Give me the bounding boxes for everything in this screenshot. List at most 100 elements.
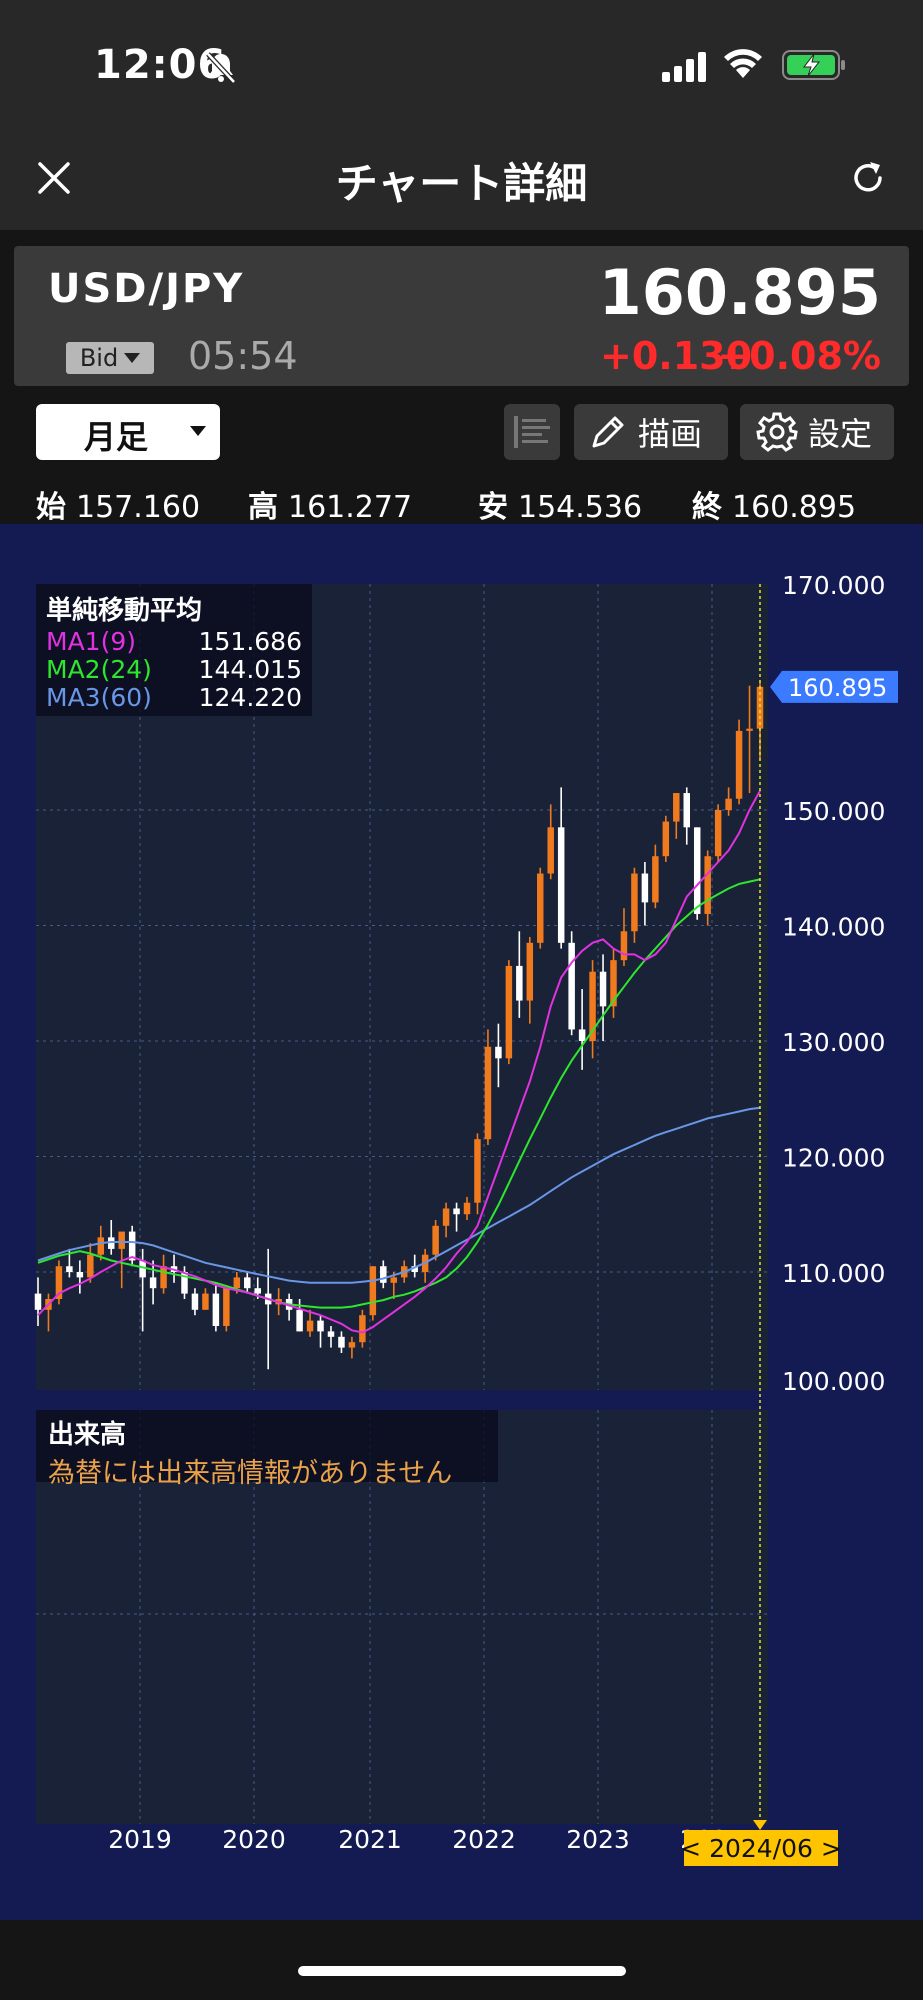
close-icon[interactable] bbox=[34, 158, 74, 198]
settings-button[interactable]: 設定 bbox=[740, 404, 894, 460]
list-icon bbox=[514, 416, 550, 448]
candle-body bbox=[620, 931, 628, 961]
candle-body bbox=[463, 1202, 471, 1215]
candle-body bbox=[725, 798, 732, 810]
y-tick-label: 110.000 bbox=[782, 1259, 885, 1288]
ma3-name: MA3(60) bbox=[46, 683, 152, 712]
refresh-icon[interactable] bbox=[846, 156, 890, 200]
candle-body bbox=[87, 1254, 94, 1278]
indicator-list-button[interactable] bbox=[504, 404, 560, 460]
candle-body bbox=[348, 1342, 356, 1348]
bell-muted-icon bbox=[206, 52, 236, 84]
candle-body bbox=[432, 1225, 439, 1255]
price-change: +0.130 bbox=[600, 334, 753, 378]
candle-body bbox=[453, 1208, 460, 1215]
candle-body bbox=[610, 960, 617, 1007]
candle-body bbox=[547, 827, 554, 874]
caret-down-icon bbox=[124, 353, 141, 363]
status-bar: 12:06 bbox=[0, 0, 923, 130]
y-tick-label: 150.000 bbox=[782, 797, 885, 826]
candle-body bbox=[505, 965, 513, 1059]
candle-body bbox=[683, 793, 690, 828]
currency-pair: USD/JPY bbox=[48, 266, 245, 312]
candle-body bbox=[254, 1288, 261, 1294]
ma-legend: 単純移動平均 MA1(9) 151.686 MA2(24) 144.015 MA… bbox=[36, 584, 312, 716]
open-value: 始 157.160 bbox=[36, 490, 201, 525]
candle-body bbox=[202, 1293, 209, 1310]
candle-body bbox=[557, 827, 565, 943]
y-tick-label: 140.000 bbox=[782, 913, 885, 942]
candle-body bbox=[380, 1266, 387, 1283]
candle-body bbox=[55, 1266, 63, 1299]
price-change-percent: +0.08% bbox=[717, 334, 881, 378]
candle-body bbox=[244, 1277, 251, 1289]
y-tick-label: 170.000 bbox=[782, 571, 885, 600]
candle-body bbox=[537, 873, 544, 943]
candle-body bbox=[233, 1277, 241, 1289]
price-chart[interactable]: 170.000 150.000 140.000 130.000 120.000 110.0… bbox=[0, 524, 923, 1920]
draw-button[interactable]: 描画 bbox=[574, 404, 728, 460]
candle-body bbox=[296, 1309, 303, 1332]
x-tick-label: 2020 bbox=[222, 1825, 286, 1854]
pencil-icon bbox=[592, 416, 624, 448]
candle-body bbox=[641, 873, 649, 903]
candle-body bbox=[317, 1320, 324, 1332]
candle-body bbox=[411, 1266, 418, 1272]
nav-bar: チャート詳細 bbox=[0, 130, 923, 230]
x-tick-label: 2019 bbox=[108, 1825, 172, 1854]
last-price-tag bbox=[770, 670, 898, 703]
date-cursor-label: < 2024/06 > bbox=[680, 1834, 842, 1863]
home-indicator[interactable] bbox=[298, 1966, 626, 1976]
candle-body bbox=[128, 1231, 136, 1261]
draw-label: 描画 bbox=[638, 415, 703, 453]
ma-legend-title: 単純移動平均 bbox=[46, 596, 203, 626]
period-selector[interactable]: 月足 bbox=[36, 404, 220, 460]
candle-body bbox=[369, 1266, 377, 1316]
ma1-value: 151.686 bbox=[198, 627, 302, 656]
candle-body bbox=[714, 810, 722, 857]
candle-body bbox=[108, 1237, 115, 1249]
candle-body bbox=[662, 821, 670, 857]
candle-body bbox=[735, 730, 743, 799]
page-title: チャート詳細 bbox=[335, 159, 588, 208]
candle-body bbox=[495, 1046, 502, 1059]
candle-body bbox=[306, 1320, 314, 1332]
bottom-area bbox=[0, 1920, 923, 2000]
price-pane bbox=[36, 584, 768, 1390]
ma2-value: 144.015 bbox=[198, 655, 302, 684]
candle-body bbox=[599, 971, 607, 1007]
chart-area[interactable]: 170.000 150.000 140.000 130.000 120.000 110.0… bbox=[0, 524, 923, 1920]
battery-charging-icon bbox=[782, 50, 845, 80]
bid-ask-selector[interactable]: Bid bbox=[66, 342, 154, 374]
ma1-line bbox=[37, 790, 761, 1334]
candle-body bbox=[704, 856, 711, 914]
candle-body bbox=[191, 1293, 199, 1310]
caret-down-icon bbox=[190, 426, 206, 436]
date-cursor-tag bbox=[684, 1830, 838, 1866]
gear-icon bbox=[756, 412, 798, 452]
ma1-name: MA1(9) bbox=[46, 627, 136, 656]
candle-body bbox=[578, 1029, 586, 1041]
candle-body bbox=[390, 1277, 398, 1283]
y-tick-label: 100.000 bbox=[782, 1367, 885, 1396]
candle-body bbox=[484, 1046, 492, 1140]
x-tick-label: 2021 bbox=[338, 1825, 402, 1854]
candle-body bbox=[756, 686, 764, 729]
low-value: 安 154.536 bbox=[478, 490, 643, 525]
ma1-row: MA1(9) 151.686 bbox=[46, 627, 302, 656]
candle-body bbox=[693, 827, 701, 914]
current-price: 160.895 bbox=[598, 256, 881, 329]
candle-body bbox=[118, 1231, 125, 1249]
x-tick-label: 2022 bbox=[452, 1825, 516, 1854]
candle-body bbox=[223, 1288, 230, 1326]
candle-body bbox=[338, 1336, 345, 1348]
ma3-line bbox=[37, 1106, 761, 1284]
candle-body bbox=[526, 942, 534, 1001]
candle-body bbox=[149, 1277, 157, 1289]
candle-body bbox=[442, 1208, 450, 1226]
candle-body bbox=[631, 873, 638, 932]
volume-title: 出来高 bbox=[48, 1420, 127, 1450]
high-value: 高 161.277 bbox=[248, 490, 413, 525]
quote-panel: USD/JPY 160.895 Bid 05:54 +0.130 +0.08% bbox=[14, 246, 909, 386]
candle-body bbox=[673, 793, 680, 822]
